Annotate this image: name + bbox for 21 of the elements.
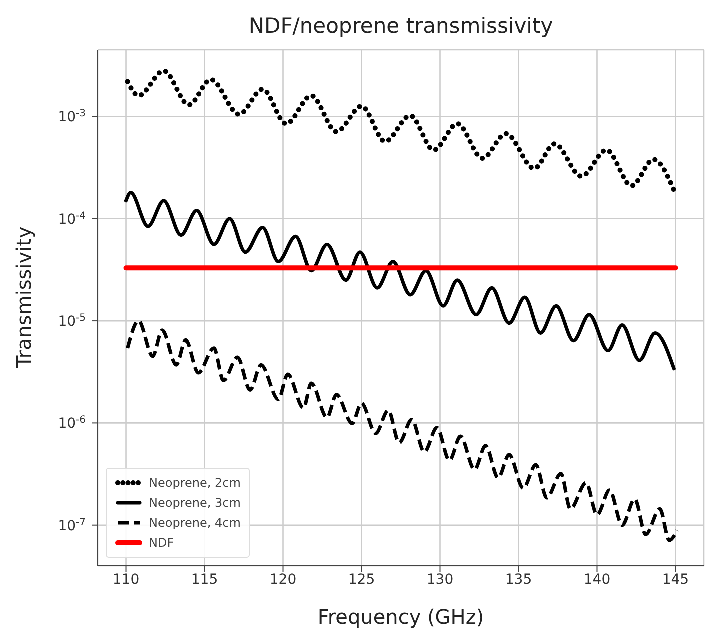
x-tick-label: 115 xyxy=(191,572,218,588)
x-tick-label: 110 xyxy=(112,572,140,588)
y-tick-label: 10$^{-3}$ xyxy=(58,108,86,126)
legend-label: Neoprene, 3cm xyxy=(149,495,241,512)
y-axis-title: Transmissivity xyxy=(12,226,36,369)
y-tick-label: 10$^{-7}$ xyxy=(58,516,86,534)
chart-title: NDF/neoprene transmissivity xyxy=(248,14,554,38)
x-tick-label: 125 xyxy=(348,572,376,588)
x-tick-label: 135 xyxy=(505,572,532,588)
x-tick-label: 140 xyxy=(584,572,611,588)
legend-label: NDF xyxy=(149,535,174,552)
legend-label: Neoprene, 4cm xyxy=(149,515,241,532)
x-tick-label: 145 xyxy=(662,572,690,588)
x-axis-title: Frequency (GHz) xyxy=(318,605,484,629)
x-tick-label: 120 xyxy=(270,572,297,588)
legend-label: Neoprene, 2cm xyxy=(149,475,241,492)
y-tick-label: 10$^{-6}$ xyxy=(58,414,86,432)
y-tick-label: 10$^{-4}$ xyxy=(58,210,86,228)
x-tick-label: 130 xyxy=(426,572,454,588)
line-series xyxy=(124,191,676,371)
y-tick-label: 10$^{-5}$ xyxy=(58,312,86,330)
